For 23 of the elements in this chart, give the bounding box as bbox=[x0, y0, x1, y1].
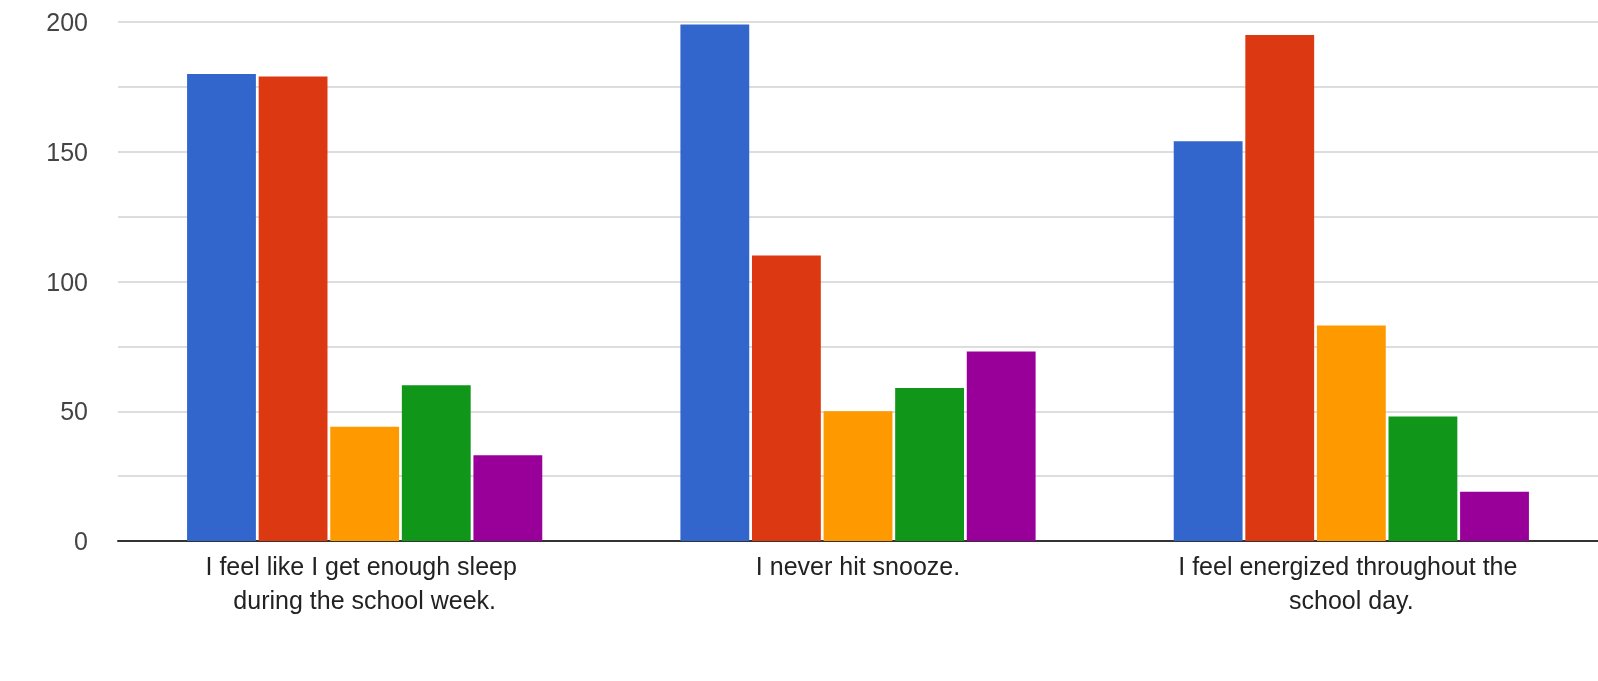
bar bbox=[1245, 34, 1315, 541]
y-tick-label: 0 bbox=[74, 527, 88, 555]
y-tick-label: 50 bbox=[60, 397, 88, 426]
x-tick-label: I feel like I get enough sleep during the school week. bbox=[205, 552, 524, 614]
bar bbox=[966, 351, 1036, 541]
bar bbox=[187, 73, 256, 541]
bar bbox=[1316, 325, 1386, 541]
x-tick-label: I never hit snooze. bbox=[755, 552, 961, 580]
bar bbox=[895, 387, 965, 541]
y-tick-label: 100 bbox=[46, 267, 88, 296]
bar bbox=[1173, 141, 1243, 541]
bar bbox=[330, 426, 400, 541]
y-tick-label: 150 bbox=[46, 137, 88, 166]
bar bbox=[1460, 491, 1529, 541]
bar bbox=[258, 76, 328, 541]
x-tick-label: I feel energized throughout the school day. bbox=[1178, 552, 1525, 614]
bar bbox=[680, 24, 750, 541]
bar bbox=[473, 455, 543, 541]
bar bbox=[751, 255, 821, 541]
bar bbox=[1388, 416, 1458, 541]
bar bbox=[401, 385, 471, 541]
bar bbox=[823, 411, 893, 541]
y-tick-label: 200 bbox=[46, 8, 88, 36]
